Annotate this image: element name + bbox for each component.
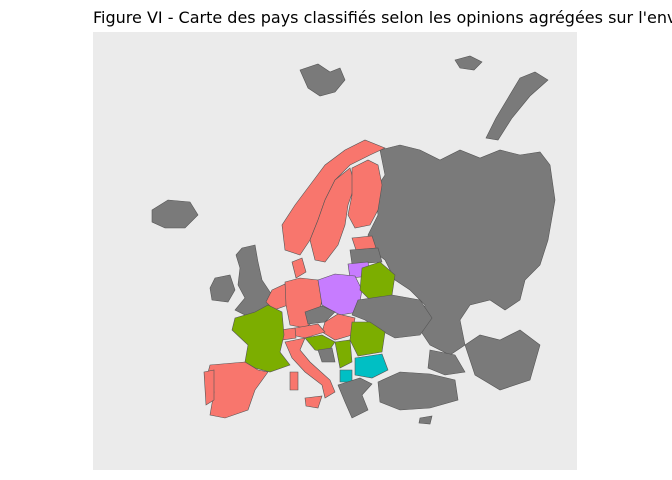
czechia xyxy=(304,305,336,325)
estonia xyxy=(351,235,377,251)
macedonia xyxy=(339,369,353,383)
sicily xyxy=(304,395,323,409)
ukraine xyxy=(351,294,433,339)
map-title: Figure VI - Carte des pays classifiés se… xyxy=(93,8,672,27)
cyprus xyxy=(418,415,433,425)
map-shapes xyxy=(151,55,556,425)
denmark xyxy=(291,257,307,279)
bosnia xyxy=(317,347,336,363)
latvia xyxy=(349,247,383,265)
france xyxy=(231,304,291,373)
ireland xyxy=(209,274,236,303)
serbia xyxy=(334,339,353,369)
turkey xyxy=(377,371,459,411)
portugal xyxy=(203,369,215,406)
caucasus xyxy=(427,349,466,376)
italy xyxy=(284,337,336,399)
bulgaria xyxy=(354,353,389,379)
sweden xyxy=(309,167,356,263)
slovenia-croatia xyxy=(304,334,336,353)
greece xyxy=(337,377,373,419)
franz-josef xyxy=(454,55,483,71)
netherlands-belgium xyxy=(265,283,289,311)
svalbard xyxy=(299,63,346,97)
finland xyxy=(347,159,383,229)
kazakhstan-edge xyxy=(464,329,541,391)
novaya-zemlya xyxy=(485,71,549,141)
iceland xyxy=(151,199,199,229)
romania xyxy=(349,321,386,357)
sardinia xyxy=(289,371,299,391)
